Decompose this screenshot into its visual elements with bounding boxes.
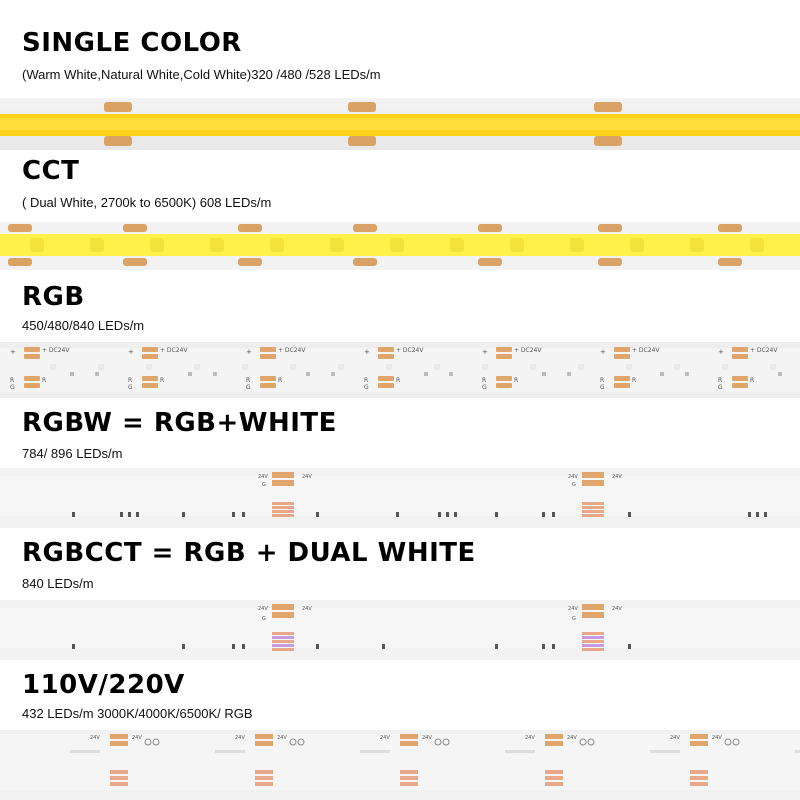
- strip-image: 24V24V24V24V24V24V24V24V24V24V24V24V: [0, 730, 800, 800]
- section-single-color: SINGLE COLOR (Warm White,Natural White,C…: [0, 0, 800, 150]
- section-rgbcct: RGBCCT = RGB + DUAL WHITE 840 LEDs/m 24V…: [0, 530, 800, 660]
- svg-text:24V: 24V: [258, 606, 268, 612]
- svg-text:G: G: [600, 384, 605, 391]
- svg-text:R: R: [718, 377, 722, 384]
- svg-text:+ DC24V: + DC24V: [632, 347, 660, 354]
- section-subtitle: 784/ 896 LEDs/m: [22, 446, 123, 461]
- led-strip-high-voltage: 24V24V24V24V24V24V24V24V24V24V24V24V: [0, 730, 800, 800]
- svg-text:R: R: [42, 377, 46, 384]
- section-rgb: RGB 450/480/840 LEDs/m + + DC24V R G R + + DC2…: [0, 270, 800, 400]
- svg-text:G: G: [572, 482, 576, 488]
- svg-text:24V: 24V: [302, 606, 312, 612]
- svg-text:24V: 24V: [132, 735, 142, 741]
- led-strip-cct: [0, 222, 800, 270]
- svg-text:R: R: [396, 377, 400, 384]
- svg-text:+ DC24V: + DC24V: [750, 347, 778, 354]
- strip-image: 24V 24V G 24V 24V G: [0, 468, 800, 528]
- svg-text:24V: 24V: [612, 474, 622, 480]
- svg-text:24V: 24V: [525, 735, 535, 741]
- svg-text:R: R: [160, 377, 164, 384]
- section-subtitle: 450/480/840 LEDs/m: [22, 318, 145, 333]
- led-strip-rgbw: 24V 24V G 24V 24V G: [0, 468, 800, 528]
- svg-text:R: R: [600, 377, 604, 384]
- svg-text:R: R: [482, 377, 486, 384]
- section-subtitle: 432 LEDs/m 3000K/4000K/6500K/ RGB: [22, 706, 253, 721]
- section-high-voltage: 110V/220V 432 LEDs/m 3000K/4000K/6500K/ …: [0, 660, 800, 800]
- svg-text:+ DC24V: + DC24V: [396, 347, 424, 354]
- svg-text:+: +: [718, 348, 724, 356]
- svg-text:24V: 24V: [567, 735, 577, 741]
- svg-text:+ DC24V: + DC24V: [160, 347, 188, 354]
- svg-text:G: G: [128, 384, 133, 391]
- svg-text:24V: 24V: [612, 606, 622, 612]
- svg-text:+ DC24V: + DC24V: [278, 347, 306, 354]
- svg-text:G: G: [364, 384, 369, 391]
- svg-text:24V: 24V: [380, 735, 390, 741]
- svg-text:R: R: [632, 377, 636, 384]
- svg-text:24V: 24V: [258, 474, 268, 480]
- svg-text:+: +: [246, 348, 252, 356]
- svg-text:R: R: [10, 377, 14, 384]
- svg-text:24V: 24V: [90, 735, 100, 741]
- svg-text:24V: 24V: [302, 474, 312, 480]
- svg-text:+: +: [128, 348, 134, 356]
- svg-text:G: G: [572, 616, 576, 622]
- section-title: 110V/220V: [22, 670, 185, 700]
- svg-text:G: G: [262, 616, 266, 622]
- section-subtitle: (Warm White,Natural White,Cold White)320…: [22, 67, 381, 82]
- strip-image: [0, 222, 800, 270]
- led-strip-rgb: + + DC24V R G R + + DC24V R G R + + DC24V R G R + + DC24…: [0, 342, 800, 398]
- section-subtitle: 840 LEDs/m: [22, 576, 94, 591]
- svg-text:G: G: [246, 384, 251, 391]
- svg-text:24V: 24V: [712, 735, 722, 741]
- strip-image: 24V 24V G 24V 24V G: [0, 600, 800, 660]
- svg-text:24V: 24V: [568, 606, 578, 612]
- section-rgbw: RGBW = RGB+WHITE 784/ 896 LEDs/m 24V 24V G…: [0, 400, 800, 530]
- svg-text:R: R: [246, 377, 250, 384]
- svg-text:24V: 24V: [422, 735, 432, 741]
- section-subtitle: ( Dual White, 2700k to 6500K) 608 LEDs/m: [22, 195, 272, 210]
- section-title: RGBCCT = RGB + DUAL WHITE: [22, 538, 476, 568]
- section-title: SINGLE COLOR: [22, 28, 242, 58]
- svg-text:R: R: [514, 377, 518, 384]
- led-strip-rgbcct: 24V 24V G 24V 24V G: [0, 600, 800, 660]
- svg-text:+ DC24V: + DC24V: [42, 347, 70, 354]
- section-cct: CCT ( Dual White, 2700k to 6500K) 608 LE…: [0, 150, 800, 270]
- svg-text:G: G: [262, 482, 266, 488]
- svg-text:+: +: [364, 348, 370, 356]
- led-strip-single-color: [0, 98, 800, 150]
- svg-text:24V: 24V: [277, 735, 287, 741]
- svg-text:+: +: [482, 348, 488, 356]
- svg-text:G: G: [482, 384, 487, 391]
- section-title: CCT: [22, 156, 80, 186]
- svg-text:+: +: [600, 348, 606, 356]
- section-title: RGBW = RGB+WHITE: [22, 408, 337, 438]
- svg-text:G: G: [718, 384, 723, 391]
- svg-text:24V: 24V: [235, 735, 245, 741]
- svg-text:R: R: [128, 377, 132, 384]
- svg-text:+ DC24V: + DC24V: [514, 347, 542, 354]
- svg-text:24V: 24V: [670, 735, 680, 741]
- section-title: RGB: [22, 282, 85, 312]
- svg-text:R: R: [278, 377, 282, 384]
- svg-text:G: G: [10, 384, 15, 391]
- svg-text:R: R: [750, 377, 754, 384]
- svg-text:24V: 24V: [568, 474, 578, 480]
- strip-image: [0, 98, 800, 150]
- svg-text:+: +: [10, 348, 16, 356]
- svg-text:R: R: [364, 377, 368, 384]
